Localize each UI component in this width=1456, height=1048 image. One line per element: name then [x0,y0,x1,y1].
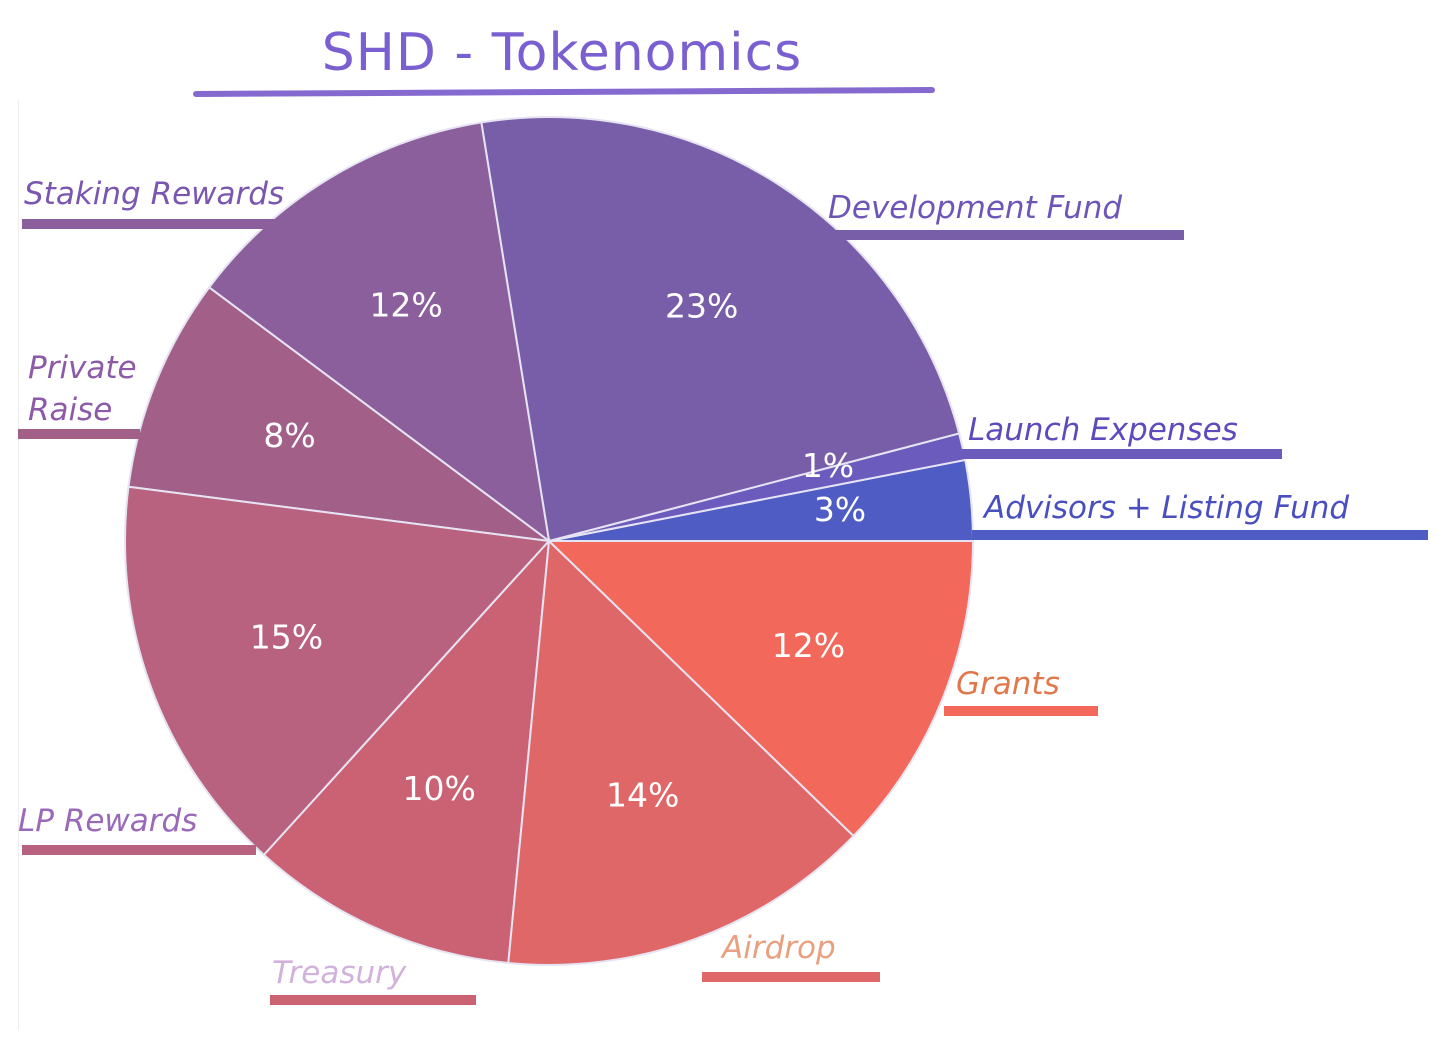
pie-slices [124,115,975,966]
chart-frame-edge [18,100,19,1030]
slice-percent-label: 12% [369,285,442,324]
category-label: Advisors + Listing Fund [982,490,1349,526]
slice-percent-label: 1% [802,446,854,485]
title-underline [193,87,935,97]
chart-title: SHD - Tokenomics [322,23,803,83]
category-label: Private Raise [28,350,137,428]
slice-percent-label: 10% [403,769,476,808]
slice-percent-label: 3% [814,490,866,529]
category-label: Launch Expenses [968,412,1238,448]
pie-slice-treasury [262,538,551,965]
slice-percent-label: 12% [772,626,845,665]
category-label: Treasury [272,955,407,991]
slice-percent-label: 14% [606,776,679,815]
category-label: Development Fund [828,190,1122,226]
category-label: LP Rewards [18,803,197,839]
pie-slice-airdrop [507,538,855,966]
pie-slice-lp-rewards [124,485,552,857]
slice-percent-label: 23% [665,287,738,326]
pie-slice-development-fund [480,115,961,543]
pie-slice-private-raise [127,286,553,543]
category-label: Staking Rewards [24,176,284,212]
category-label: Grants [956,666,1060,702]
slice-percent-label: 15% [250,618,323,657]
percentage-labels: 3% 1% 23% 12% 8% 15% 10% 14% 12% [250,285,866,814]
category-labels: Advisors + Listing Fund Launch Expenses De… [18,176,1428,1005]
slice-percent-label: 8% [263,416,315,455]
pie-slice-grants [546,540,975,838]
category-label: Airdrop [720,930,836,966]
